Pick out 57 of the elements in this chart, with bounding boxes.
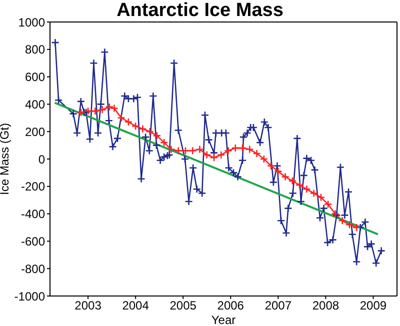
point — [131, 122, 140, 130]
point — [324, 200, 332, 208]
point — [98, 106, 106, 114]
point — [210, 153, 218, 162]
x-tick-label: 2003 — [74, 298, 102, 313]
y-tick-label: 400 — [24, 97, 46, 112]
point — [76, 108, 86, 117]
point — [138, 124, 147, 134]
point — [266, 162, 276, 170]
point — [316, 193, 326, 202]
point — [160, 138, 168, 147]
point — [345, 220, 354, 229]
y-tick-label: -400 — [20, 207, 46, 222]
point — [202, 150, 212, 160]
point — [167, 145, 176, 154]
point — [231, 144, 240, 152]
y-tick-label: 0 — [38, 152, 46, 166]
x-tick-label: 2006 — [217, 298, 244, 313]
x-tick-label: 2008 — [312, 298, 340, 313]
x-tick-label: 2005 — [170, 298, 197, 313]
y-tick-label: -200 — [20, 180, 46, 194]
point — [310, 189, 318, 198]
point — [295, 180, 304, 190]
point — [216, 150, 226, 160]
point — [124, 118, 133, 126]
point — [238, 144, 247, 152]
y-tick-label: 1000 — [18, 15, 46, 30]
y-tick-label: 200 — [24, 124, 46, 139]
point — [245, 145, 254, 154]
point — [260, 154, 268, 164]
point — [196, 145, 204, 154]
point — [117, 114, 126, 122]
y-axis-title: Ice Mass (Gt) — [0, 122, 12, 196]
x-axis-title: Year — [211, 313, 236, 326]
chart-title: Antarctic Ice Mass — [116, 0, 284, 21]
point — [224, 146, 232, 155]
point — [352, 223, 361, 232]
x-tick-label: 2009 — [360, 298, 387, 313]
point — [181, 146, 190, 155]
y-tick-label: -1000 — [14, 289, 46, 304]
point — [252, 149, 261, 158]
point — [281, 172, 290, 181]
point — [302, 184, 311, 194]
point — [91, 106, 100, 116]
point — [274, 167, 282, 176]
x-tick-label: 2007 — [264, 298, 292, 313]
point — [288, 176, 297, 186]
y-tick-label: 800 — [24, 42, 46, 57]
point — [188, 146, 197, 155]
y-tick-label: 600 — [24, 70, 46, 84]
point — [146, 127, 154, 136]
x-tick-label: 2004 — [122, 298, 150, 313]
point — [338, 216, 346, 225]
point — [152, 132, 162, 140]
point — [174, 146, 182, 155]
y-tick-label: -800 — [20, 262, 46, 276]
y-tick-label: -600 — [20, 234, 46, 248]
